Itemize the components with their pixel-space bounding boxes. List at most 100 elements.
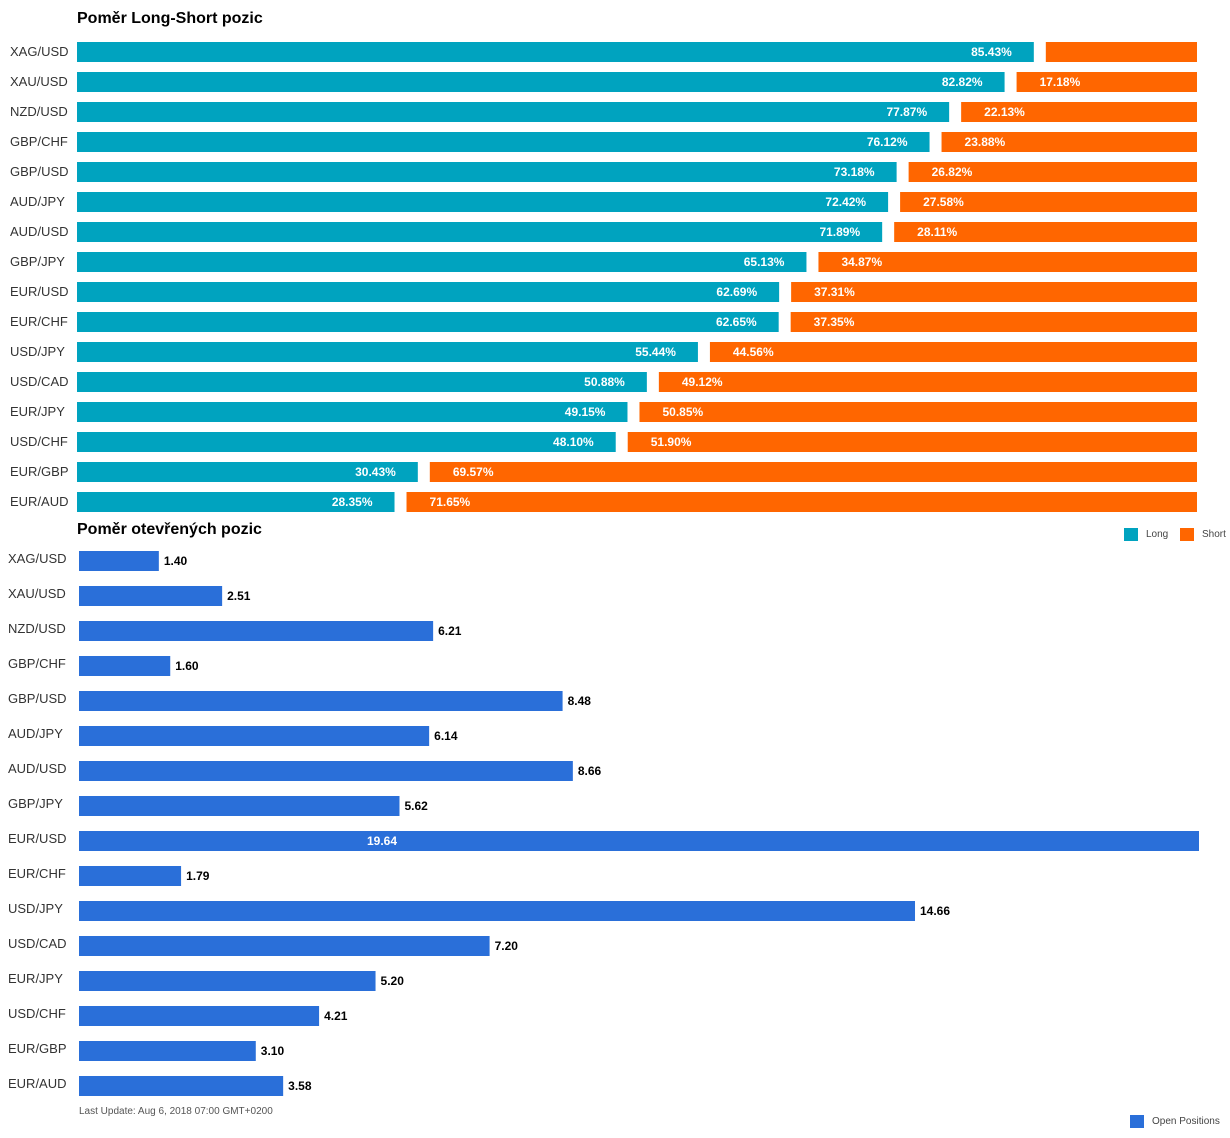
legend-open-swatch [1130, 1115, 1144, 1128]
open-positions-bar [79, 936, 490, 956]
open-positions-value-label: 7.20 [495, 939, 519, 953]
short-value-label: 49.12% [682, 375, 723, 389]
long-bar [77, 132, 930, 152]
open-positions-bar [79, 761, 573, 781]
long-bar [77, 402, 628, 422]
category-label: GBP/CHF [8, 656, 66, 671]
open-positions-bar [79, 831, 1199, 851]
open-positions-bar [79, 656, 171, 676]
long-value-label: 71.89% [819, 225, 860, 239]
long-value-label: 50.88% [584, 375, 625, 389]
short-value-label: 37.31% [814, 285, 855, 299]
long-value-label: 48.10% [553, 435, 594, 449]
category-label: EUR/USD [8, 831, 67, 846]
short-bar [961, 102, 1197, 122]
short-value-label: 34.87% [841, 255, 882, 269]
open-positions-value-label: 6.14 [434, 729, 458, 743]
open-positions-value-label: 14.66 [920, 904, 950, 918]
long-value-label: 28.35% [332, 495, 373, 509]
open-positions-value-label: 19.64 [367, 834, 397, 848]
category-label: AUD/JPY [8, 726, 63, 741]
category-label: NZD/USD [10, 104, 68, 119]
short-bar [639, 402, 1197, 422]
short-bar [908, 162, 1197, 182]
long-value-label: 77.87% [886, 105, 927, 119]
category-label: EUR/USD [10, 284, 69, 299]
legend-long-swatch [1124, 528, 1138, 541]
open-positions-value-label: 3.58 [288, 1079, 312, 1093]
category-label: EUR/GBP [10, 464, 69, 479]
category-label: USD/CAD [10, 374, 69, 389]
category-label: XAU/USD [10, 74, 68, 89]
category-label: AUD/USD [10, 224, 69, 239]
short-value-label: 22.13% [984, 105, 1025, 119]
open-positions-value-label: 5.20 [381, 974, 405, 988]
long-bar [77, 252, 807, 272]
open-positions-value-label: 5.62 [404, 799, 428, 813]
category-label: USD/JPY [10, 344, 65, 359]
long-bar [77, 342, 698, 362]
open-positions-value-label: 4.21 [324, 1009, 348, 1023]
last-update-text: Last Update: Aug 6, 2018 07:00 GMT+0200 [79, 1106, 273, 1117]
short-value-label: 23.88% [965, 135, 1006, 149]
category-label: EUR/GBP [8, 1041, 67, 1056]
open-positions-value-label: 1.79 [186, 869, 210, 883]
legend-short-swatch [1180, 528, 1194, 541]
open-positions-bar [79, 1041, 256, 1061]
long-value-label: 85.43% [971, 45, 1012, 59]
open-positions-value-label: 8.48 [568, 694, 592, 708]
open-positions-value-label: 1.60 [175, 659, 199, 673]
long-value-label: 82.82% [942, 75, 983, 89]
legend-short-label: Short [1202, 529, 1226, 540]
long-value-label: 62.65% [716, 315, 757, 329]
long-bar [77, 42, 1034, 62]
open-positions-value-label: 2.51 [227, 589, 251, 603]
short-bar [790, 312, 1197, 332]
short-value-label: 44.56% [733, 345, 774, 359]
short-bar [429, 462, 1197, 482]
category-label: EUR/CHF [8, 866, 66, 881]
category-label: USD/CHF [10, 434, 68, 449]
short-value-label: 71.65% [430, 495, 471, 509]
long-value-label: 62.69% [716, 285, 757, 299]
short-bar [627, 432, 1197, 452]
category-label: EUR/JPY [10, 404, 65, 419]
category-label: AUD/JPY [10, 194, 65, 209]
category-label: XAG/USD [8, 551, 67, 566]
short-bar [1016, 72, 1197, 92]
short-bar [1045, 42, 1197, 62]
short-value-label: 50.85% [662, 405, 703, 419]
short-bar [894, 222, 1197, 242]
long-short-chart-title: Poměr Long-Short pozic [77, 10, 263, 27]
category-label: EUR/AUD [10, 494, 69, 509]
short-value-label: 17.18% [1040, 75, 1081, 89]
short-bar [941, 132, 1197, 152]
long-bar [77, 72, 1005, 92]
open-positions-bar [79, 901, 916, 921]
short-bar [406, 492, 1197, 512]
open-positions-bar [79, 971, 376, 991]
short-bar [791, 282, 1197, 302]
category-label: GBP/USD [8, 691, 67, 706]
short-bar [709, 342, 1197, 362]
long-value-label: 55.44% [635, 345, 676, 359]
legend-long: Long [1124, 528, 1168, 541]
open-positions-value-label: 8.66 [578, 764, 602, 778]
long-bar [77, 162, 897, 182]
long-value-label: 73.18% [834, 165, 875, 179]
category-label: EUR/AUD [8, 1076, 67, 1091]
open-positions-bar [79, 796, 400, 816]
short-value-label: 51.90% [651, 435, 692, 449]
open-positions-chart-title: Poměr otevřených pozic [77, 521, 262, 538]
long-bar [77, 312, 779, 332]
legend-long-label: Long [1146, 529, 1169, 540]
open-positions-bar [79, 621, 434, 641]
long-value-label: 65.13% [744, 255, 785, 269]
open-positions-bar [79, 726, 430, 746]
category-label: GBP/CHF [10, 134, 68, 149]
category-label: GBP/JPY [10, 254, 65, 269]
short-bar [818, 252, 1197, 272]
long-bar [77, 462, 418, 482]
short-bar [658, 372, 1197, 392]
